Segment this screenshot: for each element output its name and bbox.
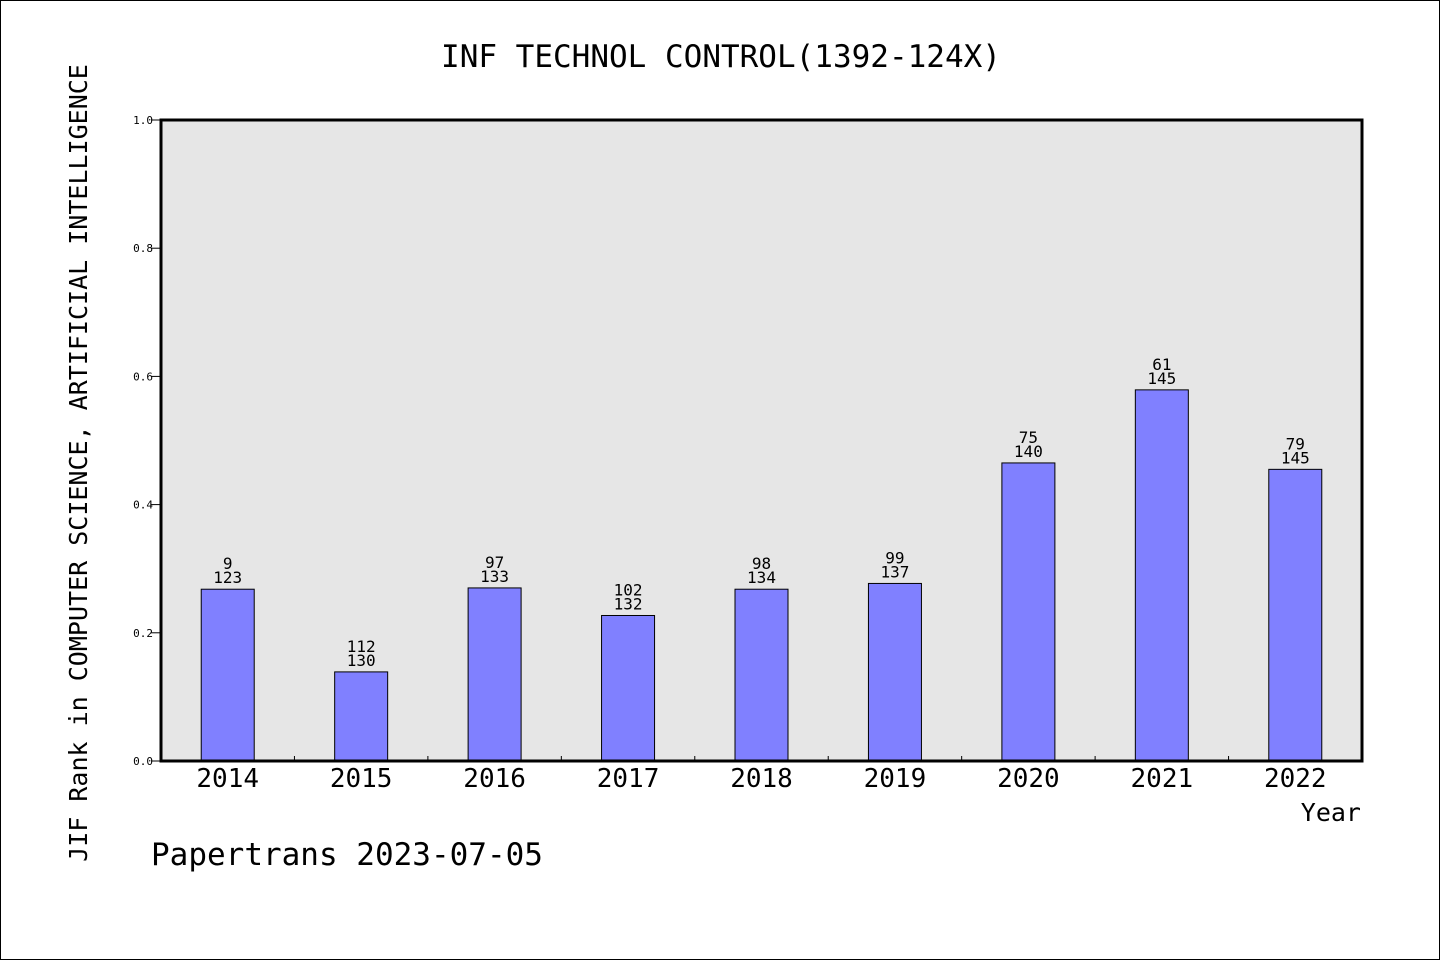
bar-total-label: 123 xyxy=(213,568,242,587)
bar xyxy=(200,588,255,762)
bar-rank-label: 99 xyxy=(885,548,904,567)
x-tick-label: 2020 xyxy=(997,764,1060,794)
plot-border xyxy=(159,118,1364,763)
x-tick-label: 2016 xyxy=(463,764,526,794)
bar-total-label: 134 xyxy=(747,568,776,587)
x-tick-label: 2022 xyxy=(1264,764,1327,794)
bar xyxy=(1134,389,1189,762)
bar-rank-label: 102 xyxy=(614,580,643,599)
bar xyxy=(867,582,922,762)
bar-rank-label: 112 xyxy=(347,637,376,656)
bar-rank-label: 98 xyxy=(752,554,771,573)
bar-rank-label: 61 xyxy=(1152,355,1171,374)
y-tick-label: 0.4 xyxy=(133,499,153,512)
bar xyxy=(467,587,522,762)
bar-total-label: 145 xyxy=(1281,448,1310,467)
bar-total-label: 132 xyxy=(614,594,643,613)
bar xyxy=(334,671,389,762)
x-axis-label: Year xyxy=(1301,798,1361,827)
x-tick-label: 2017 xyxy=(597,764,660,794)
chart-title: INF TECHNOL CONTROL(1392-124X) xyxy=(441,39,1001,75)
bar-total-label: 130 xyxy=(347,651,376,670)
bar-total-label: 133 xyxy=(480,567,509,586)
bar-rank-label: 97 xyxy=(485,553,504,572)
bar-total-label: 145 xyxy=(1147,369,1176,388)
bar-rank-label: 79 xyxy=(1286,434,1305,453)
y-tick-label: 1.0 xyxy=(133,114,153,127)
bar-rank-label: 75 xyxy=(1019,428,1038,447)
bar-total-label: 140 xyxy=(1014,442,1043,461)
x-tick-label: 2018 xyxy=(730,764,793,794)
bar xyxy=(734,588,789,762)
y-tick-label: 0.0 xyxy=(133,755,153,768)
bar xyxy=(601,614,656,762)
bar xyxy=(1268,468,1323,762)
bar-total-label: 137 xyxy=(880,562,909,581)
y-tick-label: 0.2 xyxy=(133,627,153,640)
x-tick-label: 2019 xyxy=(864,764,927,794)
y-axis-label: JIF Rank in COMPUTER SCIENCE, ARTIFICIAL… xyxy=(64,64,93,862)
ticks-group: 2014 2015 2016 2017 2018 2019 2020 2021 2022 0.0 0… xyxy=(133,114,1326,794)
x-tick-label: 2021 xyxy=(1131,764,1194,794)
x-tick-label: 2015 xyxy=(330,764,393,794)
y-tick-label: 0.6 xyxy=(133,370,153,383)
bars-group: 9123112130971331021329813499137751406114… xyxy=(200,355,1323,762)
x-tick-label: 2014 xyxy=(196,764,259,794)
watermark: Papertrans 2023-07-05 xyxy=(151,837,543,873)
bar-rank-label: 9 xyxy=(223,554,233,573)
y-tick-label: 0.8 xyxy=(133,242,153,255)
bar xyxy=(1001,462,1056,762)
